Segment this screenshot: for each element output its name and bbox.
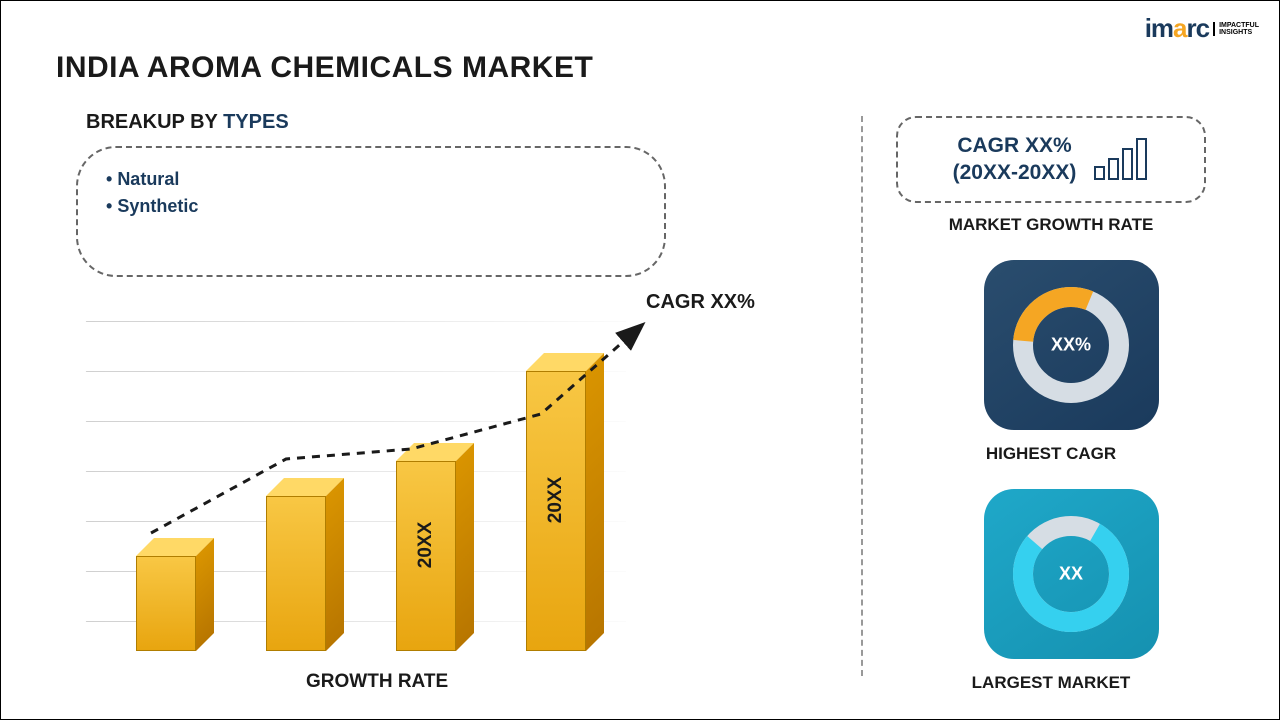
types-list: Natural Synthetic — [106, 166, 636, 220]
donut-chart-largest: XX — [1006, 509, 1136, 639]
bar-2 — [266, 496, 326, 651]
bar-label: 20XX — [415, 522, 437, 568]
donut-center-value: XX% — [1051, 334, 1091, 355]
breakup-heading: BREAKUP BY TYPES — [86, 111, 836, 134]
x-axis-label: GROWTH RATE — [306, 671, 448, 693]
largest-market-label: LARGEST MARKET — [896, 673, 1206, 693]
donut-center-value: XX — [1059, 563, 1083, 584]
donut-chart-cagr: XX% — [1006, 280, 1136, 410]
cagr-summary-text: CAGR XX%(20XX-20XX) — [953, 132, 1077, 187]
brand-logo: imarc IMPACTFULINSIGHTS — [1145, 13, 1259, 44]
bar-label: 20XX — [545, 477, 567, 523]
logo-text: imarc — [1145, 13, 1209, 44]
bar-4: 20XX — [526, 371, 586, 651]
bar-growth-icon — [1091, 135, 1149, 183]
cagr-annotation: CAGR XX% — [646, 291, 755, 314]
bars-container: 20XX 20XX — [136, 301, 656, 651]
market-growth-label: MARKET GROWTH RATE — [896, 215, 1206, 235]
list-item: Synthetic — [106, 193, 636, 220]
list-item: Natural — [106, 166, 636, 193]
logo-tagline: IMPACTFULINSIGHTS — [1213, 22, 1259, 36]
page-title: INDIA AROMA CHEMICALS MARKET — [56, 51, 593, 85]
right-panel: CAGR XX%(20XX-20XX) MARKET GROWTH RATE X… — [896, 116, 1246, 693]
types-box: Natural Synthetic — [76, 146, 666, 277]
bar-1 — [136, 556, 196, 651]
left-panel: BREAKUP BY TYPES Natural Synthetic — [56, 111, 836, 277]
largest-market-tile: XX — [984, 489, 1159, 659]
highest-cagr-tile: XX% — [984, 260, 1159, 430]
growth-chart: 20XX 20XX CAGR XX% GROWTH RATE — [56, 301, 776, 681]
bar-3: 20XX — [396, 461, 456, 651]
cagr-summary-box: CAGR XX%(20XX-20XX) — [896, 116, 1206, 203]
vertical-divider — [861, 116, 863, 676]
highest-cagr-label: HIGHEST CAGR — [896, 444, 1206, 464]
